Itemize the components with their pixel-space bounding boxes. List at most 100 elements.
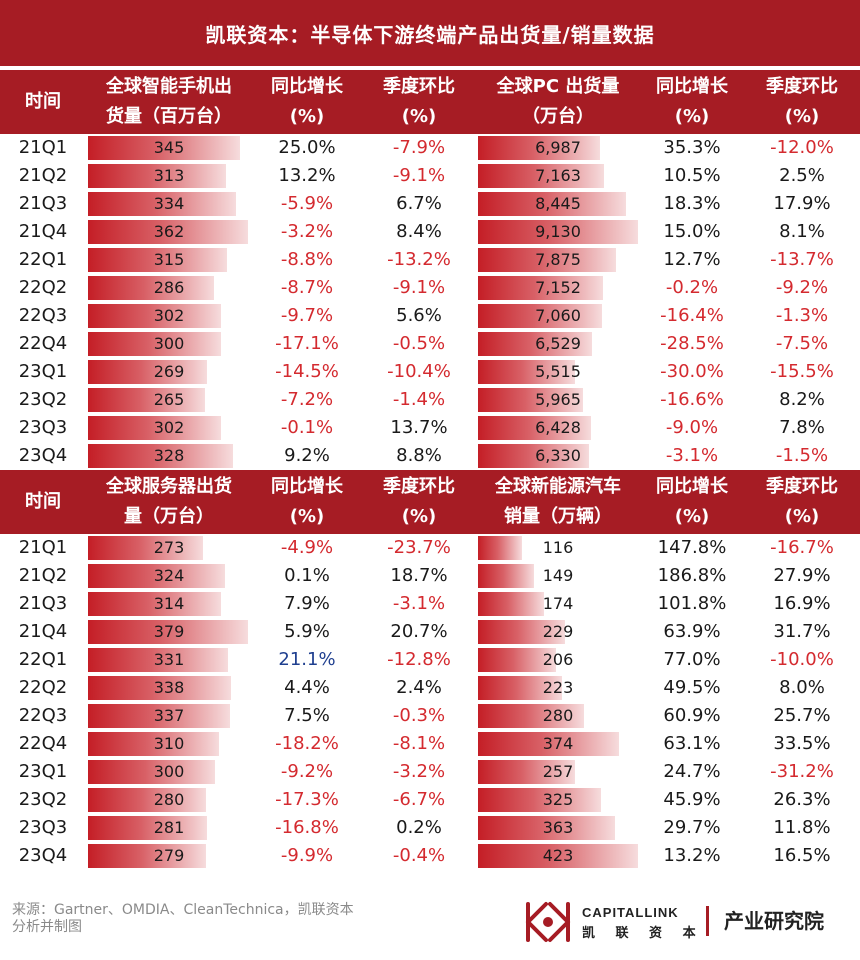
data-bar bbox=[478, 444, 589, 468]
data-bar bbox=[478, 192, 626, 216]
data-bar bbox=[478, 164, 604, 188]
yoy-cell: -28.5% bbox=[660, 333, 724, 354]
data-bar bbox=[88, 732, 219, 756]
qoq-cell: 25.7% bbox=[773, 705, 831, 726]
table-row: 21Q3 334 -5.9% 6.7% 8,445 18.3% 17.9% bbox=[0, 190, 860, 218]
data-bar bbox=[478, 704, 584, 728]
data-bar bbox=[88, 648, 228, 672]
header-smartphone-yoy: 同比增长 (%) bbox=[252, 70, 362, 134]
data-bar bbox=[478, 732, 619, 756]
header-server-line2: 量（万台） bbox=[124, 506, 214, 527]
table-row: 23Q1 300 -9.2% -3.2% 257 24.7% -31.2% bbox=[0, 758, 860, 786]
data-bar bbox=[88, 136, 240, 160]
data-bar bbox=[478, 304, 602, 328]
data-value: 7,875 bbox=[535, 250, 581, 269]
yoy-cell: 186.8% bbox=[657, 565, 727, 586]
header-pc-yoy: 同比增长 (%) bbox=[640, 70, 744, 134]
header-qoq-line1: 季度环比 bbox=[766, 76, 838, 97]
header-qoq-line2: (%) bbox=[784, 506, 820, 527]
yoy-cell: 101.8% bbox=[657, 593, 727, 614]
yoy-cell: 7.9% bbox=[284, 593, 330, 614]
table-row: 22Q2 286 -8.7% -9.1% 7,152 -0.2% -9.2% bbox=[0, 274, 860, 302]
data-bar bbox=[478, 220, 638, 244]
data-value: 337 bbox=[153, 706, 185, 725]
table-row: 21Q3 314 7.9% -3.1% 174 101.8% 16.9% bbox=[0, 590, 860, 618]
qoq-cell: -10.4% bbox=[387, 361, 451, 382]
data-bar bbox=[478, 332, 592, 356]
header-ev-line2: 销量（万辆） bbox=[504, 506, 612, 527]
yoy-cell: -9.9% bbox=[280, 845, 334, 866]
period-cell: 22Q3 bbox=[18, 305, 68, 326]
yoy-cell: 25.0% bbox=[278, 137, 336, 158]
data-value: 310 bbox=[153, 734, 185, 753]
qoq-cell: 16.9% bbox=[773, 593, 831, 614]
data-bar bbox=[478, 248, 616, 272]
yoy-cell: -14.5% bbox=[275, 361, 339, 382]
qoq-cell: 8.0% bbox=[779, 677, 825, 698]
header-server: 全球服务器出货 量（万台） bbox=[86, 470, 252, 534]
yoy-cell: 4.4% bbox=[284, 677, 330, 698]
table-row: 22Q1 315 -8.8% -13.2% 7,875 12.7% -13.7% bbox=[0, 246, 860, 274]
qoq-cell: -31.2% bbox=[770, 761, 834, 782]
period-cell: 21Q2 bbox=[18, 165, 68, 186]
table-header-bottom: 时间 全球服务器出货 量（万台） 同比增长 (%) 季度环比 (%) 全球新能源… bbox=[0, 470, 860, 534]
header-ev-qoq: 季度环比 (%) bbox=[744, 470, 860, 534]
qoq-cell: 0.2% bbox=[396, 817, 442, 838]
qoq-cell: -1.3% bbox=[775, 305, 829, 326]
header-yoy-line2: (%) bbox=[674, 106, 710, 127]
qoq-cell: -23.7% bbox=[387, 537, 451, 558]
header-yoy-line2: (%) bbox=[289, 106, 325, 127]
table-row: 22Q4 300 -17.1% -0.5% 6,529 -28.5% -7.5% bbox=[0, 330, 860, 358]
yoy-cell: 18.3% bbox=[663, 193, 721, 214]
header-yoy-line2: (%) bbox=[289, 506, 325, 527]
yoy-cell: -16.4% bbox=[660, 305, 724, 326]
data-value: 313 bbox=[153, 166, 185, 185]
data-value: 6,529 bbox=[535, 334, 581, 353]
table-row: 23Q2 280 -17.3% -6.7% 325 45.9% 26.3% bbox=[0, 786, 860, 814]
yoy-cell: 21.1% bbox=[278, 649, 336, 670]
yoy-cell: -16.8% bbox=[275, 817, 339, 838]
capitallink-logo-icon bbox=[526, 902, 570, 942]
data-bar bbox=[88, 536, 203, 560]
data-value: 6,428 bbox=[535, 418, 581, 437]
data-bar bbox=[478, 276, 603, 300]
divider bbox=[0, 66, 860, 70]
data-bar bbox=[88, 192, 236, 216]
data-value: 279 bbox=[153, 846, 185, 865]
qoq-cell: 6.7% bbox=[396, 193, 442, 214]
period-cell: 23Q1 bbox=[18, 761, 68, 782]
yoy-cell: 77.0% bbox=[663, 649, 721, 670]
qoq-cell: -9.2% bbox=[775, 277, 829, 298]
data-bar bbox=[88, 444, 233, 468]
period-cell: 21Q1 bbox=[18, 537, 68, 558]
header-qoq-line1: 季度环比 bbox=[766, 476, 838, 497]
header-server-yoy: 同比增长 (%) bbox=[252, 470, 362, 534]
header-yoy-line2: (%) bbox=[674, 506, 710, 527]
data-value: 302 bbox=[153, 418, 185, 437]
yoy-cell: -8.7% bbox=[280, 277, 334, 298]
qoq-cell: -12.0% bbox=[770, 137, 834, 158]
period-cell: 21Q3 bbox=[18, 593, 68, 614]
header-ev-line1: 全球新能源汽车 bbox=[495, 476, 621, 497]
table-row: 23Q4 279 -9.9% -0.4% 423 13.2% 16.5% bbox=[0, 842, 860, 870]
header-time-label: 时间 bbox=[25, 91, 61, 112]
yoy-cell: 60.9% bbox=[663, 705, 721, 726]
data-value: 7,163 bbox=[535, 166, 581, 185]
qoq-cell: -7.9% bbox=[392, 137, 446, 158]
qoq-cell: -6.7% bbox=[392, 789, 446, 810]
data-value: 6,987 bbox=[535, 138, 581, 157]
data-value: 7,152 bbox=[535, 278, 581, 297]
data-value: 206 bbox=[542, 650, 574, 669]
yoy-cell: -4.9% bbox=[280, 537, 334, 558]
data-value: 362 bbox=[153, 222, 185, 241]
data-value: 6,330 bbox=[535, 446, 581, 465]
qoq-cell: -3.2% bbox=[392, 761, 446, 782]
yoy-cell: 24.7% bbox=[663, 761, 721, 782]
table-row: 23Q1 269 -14.5% -10.4% 5,515 -30.0% -15.5% bbox=[0, 358, 860, 386]
table-row: 21Q4 379 5.9% 20.7% 229 63.9% 31.7% bbox=[0, 618, 860, 646]
qoq-cell: 17.9% bbox=[773, 193, 831, 214]
table-row: 23Q2 265 -7.2% -1.4% 5,965 -16.6% 8.2% bbox=[0, 386, 860, 414]
period-cell: 23Q4 bbox=[18, 445, 68, 466]
logo-text: CAPITALLINK 凯 联 资 本 bbox=[582, 905, 704, 941]
qoq-cell: 2.5% bbox=[779, 165, 825, 186]
